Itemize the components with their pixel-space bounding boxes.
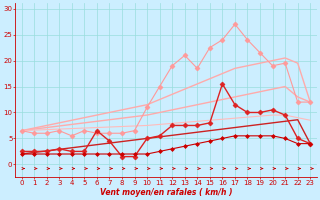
X-axis label: Vent moyen/en rafales ( km/h ): Vent moyen/en rafales ( km/h ) xyxy=(100,188,232,197)
